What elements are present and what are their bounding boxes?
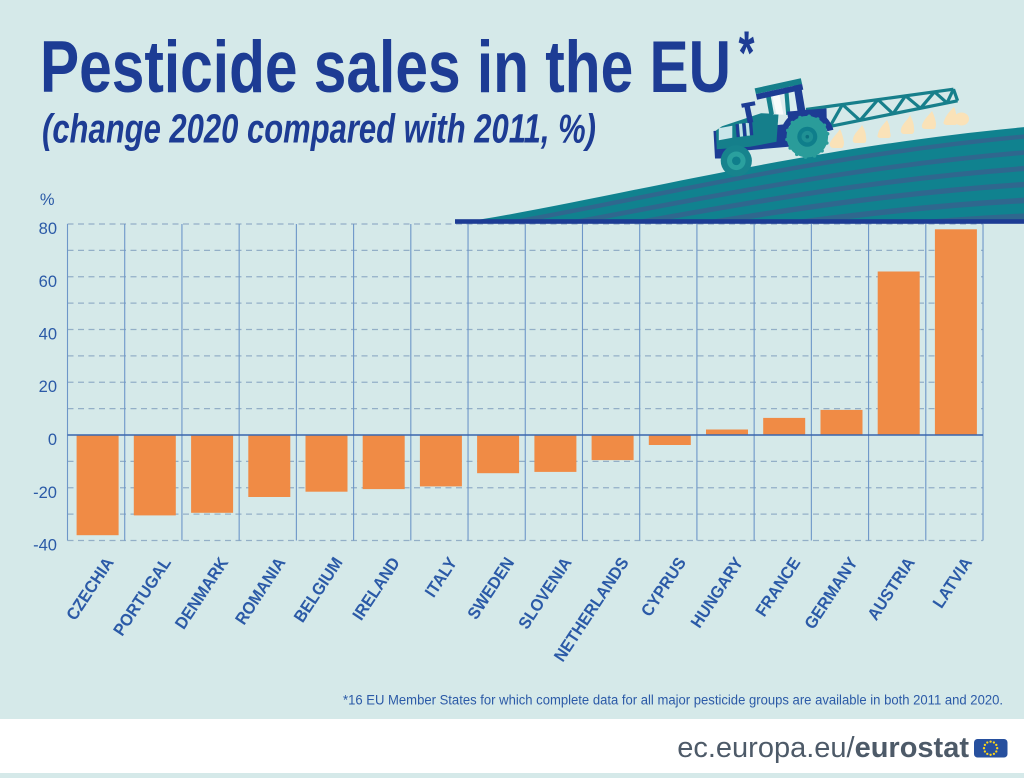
svg-text:40: 40 — [39, 326, 57, 344]
svg-text:Pesticide sales in the EU: Pesticide sales in the EU — [40, 25, 731, 108]
svg-text:20: 20 — [39, 378, 57, 396]
svg-text:80: 80 — [39, 220, 57, 238]
svg-text:%: % — [40, 191, 55, 209]
svg-text:-20: -20 — [33, 484, 57, 502]
svg-text:60: 60 — [39, 273, 57, 291]
svg-text:(change 2020 compared with 201: (change 2020 compared with 2011, %) — [42, 106, 596, 152]
svg-text:0: 0 — [48, 431, 57, 449]
svg-text:-40: -40 — [33, 537, 57, 555]
svg-text:ec.europa.eu/eurostat: ec.europa.eu/eurostat — [677, 732, 969, 764]
svg-text:*16 EU Member States for which: *16 EU Member States for which complete … — [343, 693, 1003, 708]
svg-text:*: * — [739, 19, 755, 87]
